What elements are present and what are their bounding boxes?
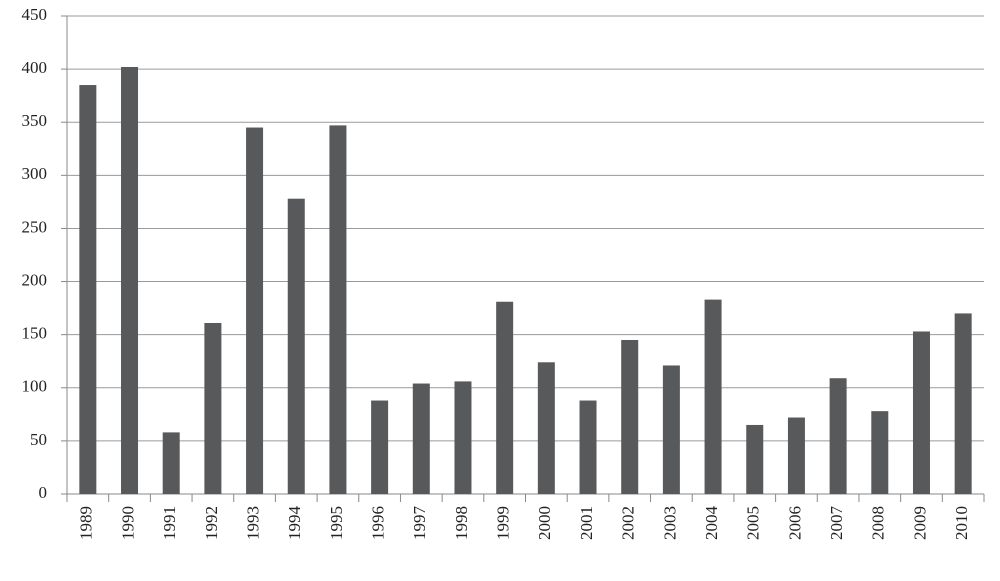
x-tick-label: 1990	[118, 506, 137, 540]
bar	[704, 299, 722, 494]
bar	[162, 432, 180, 494]
x-tick-label: 1997	[410, 506, 429, 541]
y-tick-label: 0	[39, 483, 48, 502]
x-tick-label: 1995	[327, 506, 346, 540]
bar	[121, 66, 139, 494]
y-tick-label: 100	[22, 377, 48, 396]
y-tick-label: 450	[22, 5, 48, 24]
bar	[204, 322, 222, 494]
y-tick-label: 250	[22, 217, 48, 236]
bar	[371, 400, 389, 494]
x-tick-label: 2008	[869, 506, 888, 540]
bar	[412, 383, 430, 494]
bar	[829, 378, 847, 494]
x-tick-label: 1996	[369, 506, 388, 540]
bar	[621, 339, 639, 494]
x-tick-label: 1994	[285, 506, 304, 541]
bar	[871, 411, 889, 494]
bar	[79, 85, 97, 495]
x-tick-label: 2006	[785, 506, 804, 540]
bar	[746, 424, 764, 494]
x-tick-label: 2001	[577, 506, 596, 540]
x-tick-label: 2002	[619, 506, 638, 540]
bar	[912, 331, 930, 494]
x-tick-label: 2003	[660, 506, 679, 540]
bar	[329, 125, 347, 495]
y-tick-label: 300	[22, 164, 48, 183]
x-tick-label: 2004	[702, 506, 721, 541]
y-tick-label: 350	[22, 111, 48, 130]
x-tick-label: 1999	[494, 506, 513, 540]
bar	[787, 417, 805, 494]
x-tick-label: 2005	[744, 506, 763, 540]
bar	[496, 301, 514, 494]
y-tick-label: 400	[22, 58, 48, 77]
bar	[537, 362, 555, 494]
bar	[662, 365, 680, 494]
y-tick-label: 50	[30, 430, 47, 449]
x-tick-label: 2000	[535, 506, 554, 540]
bar	[246, 127, 264, 495]
bar	[579, 400, 597, 494]
x-tick-label: 1998	[452, 506, 471, 540]
bar	[454, 381, 472, 494]
x-tick-label: 2009	[910, 506, 929, 540]
x-tick-label: 2007	[827, 506, 846, 541]
y-tick-label: 200	[22, 270, 48, 289]
bar	[287, 198, 305, 495]
x-tick-label: 1991	[160, 506, 179, 540]
x-tick-label: 1993	[243, 506, 262, 540]
bar	[954, 313, 972, 494]
x-tick-label: 1992	[202, 506, 221, 540]
x-tick-label: 2010	[952, 506, 971, 540]
y-tick-label: 150	[22, 324, 48, 343]
x-tick-label: 1989	[77, 506, 96, 540]
